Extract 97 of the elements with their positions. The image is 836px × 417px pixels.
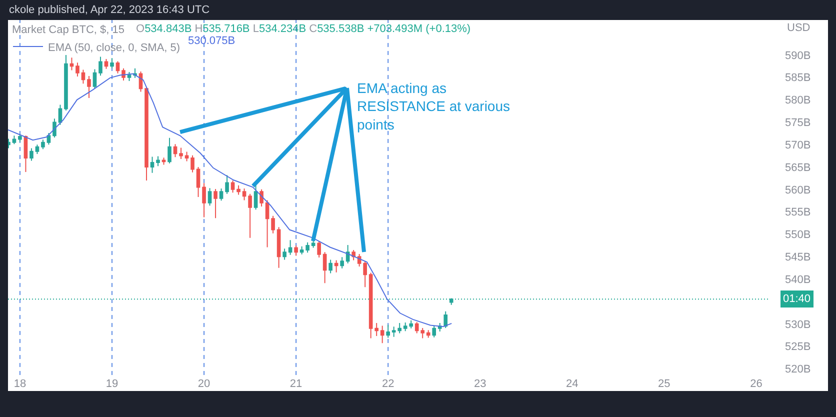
candlestick: [202, 182, 206, 218]
candlestick: [162, 157, 166, 166]
y-tick-label: 540B: [785, 274, 811, 286]
annotation: O534.843B H535.716B L534.234B C535.538B +703.493M (+0.13%): [136, 23, 471, 35]
x-tick-label: 22: [382, 378, 394, 390]
y-tick-label: 585B: [785, 72, 811, 84]
y-tick-label: 530B: [785, 318, 811, 331]
candlestick: [35, 144, 40, 155]
y-tick-label: 560B: [785, 184, 811, 196]
x-tick-label: 24: [566, 378, 578, 390]
candlestick: [76, 62, 80, 77]
candlestick: [64, 54, 68, 112]
candlestick: [87, 76, 91, 98]
legend-label: EMA (50, close, 0, SMA, 5): [48, 42, 180, 54]
candlestick: [368, 272, 373, 339]
candlestick: [98, 56, 102, 76]
candlestick: [150, 156, 154, 174]
candlestick: [242, 188, 246, 201]
y-tick-label: 575B: [785, 117, 811, 130]
candlestick: [30, 148, 34, 162]
candlestick: [104, 58, 108, 70]
candlestick: [184, 151, 189, 162]
y-tick-label: 545B: [785, 252, 811, 264]
candlestick: [70, 57, 74, 71]
candlestick: [352, 249, 356, 261]
text: 01:40: [783, 293, 811, 305]
y-tick-label: 580B: [785, 94, 811, 107]
candlestick: [179, 147, 183, 160]
candlestick: [110, 58, 114, 69]
chart-title: Market Cap BTC, $, 15: [12, 24, 124, 36]
candlestick: [173, 144, 178, 158]
candlestick: [340, 256, 344, 269]
candlestick: [386, 324, 390, 338]
candlestick: [403, 322, 408, 332]
x-tick-label: 25: [658, 378, 670, 390]
candlestick: [18, 133, 22, 142]
y-tick-label: 525B: [785, 341, 811, 354]
candlestick: [24, 135, 28, 172]
candlestick: [196, 166, 200, 198]
y-tick-label: 520B: [785, 364, 811, 376]
candlestick: [317, 240, 321, 258]
annotation: 530.075B: [188, 35, 236, 47]
candlestick: [122, 68, 126, 82]
candlestick: [254, 182, 258, 210]
y-tick-label: 550B: [785, 229, 811, 242]
candlestick: [214, 188, 218, 219]
candlestick: [282, 248, 286, 260]
candlestick: [294, 244, 298, 256]
y-tick-label: 590B: [785, 50, 811, 62]
y-axis-title: USD: [787, 22, 810, 34]
candlestick: [144, 86, 148, 181]
annotation: EMA acting as RESISTANCE at various points: [357, 80, 510, 132]
candlestick: [432, 325, 436, 338]
candlestick: [306, 242, 310, 254]
candlestick: [208, 188, 212, 206]
candlestick: [12, 135, 16, 145]
candlestick: [58, 104, 62, 126]
candlestick: [127, 71, 132, 82]
y-tick-label: 570B: [785, 139, 811, 152]
candlestick: [156, 156, 160, 167]
x-tick-label: 21: [290, 378, 302, 390]
candlestick: [230, 180, 235, 194]
text: ckole published, Apr 22, 2023 16:43 UTC: [9, 4, 210, 16]
candlestick: [168, 137, 172, 164]
candlestick: [380, 325, 384, 344]
candlestick: [288, 240, 292, 256]
x-tick-label: 18: [14, 378, 26, 390]
candlestick: [334, 260, 338, 273]
candlestick: [52, 118, 56, 138]
candlestick: [392, 326, 396, 338]
x-tick-label: 20: [198, 378, 210, 390]
candlestick: [236, 184, 240, 196]
candlestick: [346, 244, 350, 264]
candlestick: [328, 259, 332, 274]
candlestick: [322, 252, 327, 284]
x-tick-label: 26: [750, 378, 762, 390]
y-tick-label: 565B: [785, 162, 811, 174]
candlestick: [363, 260, 367, 288]
candlestick: [409, 320, 413, 329]
x-tick-label: 19: [106, 378, 118, 390]
candlestick: [265, 200, 270, 248]
candlestick: [41, 139, 45, 150]
x-tick-label: 23: [474, 378, 486, 390]
candlestick: [398, 322, 402, 334]
candlestick: [116, 60, 120, 74]
candlestick: [190, 154, 194, 173]
candlestick: [271, 215, 275, 234]
candlestick: [276, 226, 281, 268]
y-tick-label: 555B: [785, 206, 811, 219]
candlestick: [248, 193, 252, 238]
candlestick: [374, 322, 378, 336]
candlestick: [81, 69, 86, 84]
candlestick: [92, 68, 97, 90]
candlestick: [426, 330, 430, 338]
candlestick: [300, 246, 304, 255]
candlestick: [219, 188, 224, 202]
candlestick: [225, 174, 229, 194]
